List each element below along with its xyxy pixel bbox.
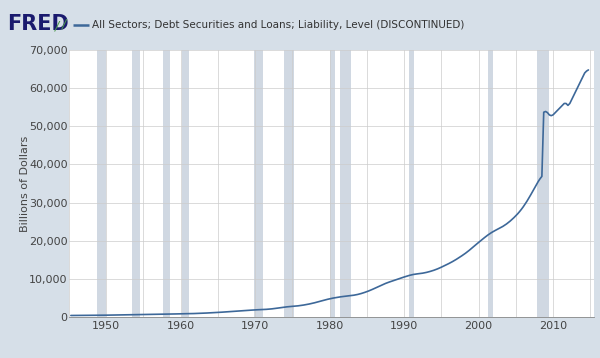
Y-axis label: Billions of Dollars: Billions of Dollars (20, 135, 30, 232)
Bar (254, 50, 263, 317)
Bar (409, 50, 414, 317)
Bar (538, 50, 550, 317)
Bar (340, 50, 351, 317)
Text: /: / (62, 18, 66, 30)
Bar (163, 50, 170, 317)
Bar (284, 50, 294, 317)
Text: All Sectors; Debt Securities and Loans; Liability, Level (DISCONTINUED): All Sectors; Debt Securities and Loans; … (92, 20, 464, 30)
Bar (488, 50, 493, 317)
Bar (182, 50, 189, 317)
Bar (329, 50, 335, 317)
Bar (132, 50, 140, 317)
Text: /: / (55, 20, 59, 33)
Bar (97, 50, 106, 317)
Text: FRED: FRED (7, 14, 69, 34)
